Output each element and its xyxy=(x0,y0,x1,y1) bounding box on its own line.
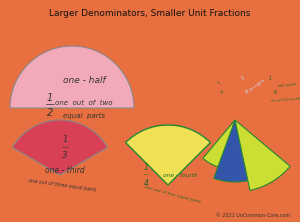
Wedge shape xyxy=(214,120,251,182)
Text: ―: ― xyxy=(46,101,54,109)
Text: one - third: one - third xyxy=(45,165,85,174)
Text: one  out  of  two: one out of two xyxy=(55,100,113,106)
Text: one out of six eq. parts: one out of six eq. parts xyxy=(271,97,300,103)
Text: one-eighth: one-eighth xyxy=(248,78,266,92)
Wedge shape xyxy=(10,46,134,108)
Text: one-sixth: one-sixth xyxy=(277,82,297,88)
Text: one out of four equal parts: one out of four equal parts xyxy=(144,186,202,204)
Text: one - half: one - half xyxy=(63,75,105,85)
Text: 1: 1 xyxy=(47,93,53,103)
Text: © 2021 UnCommon-Core.com: © 2021 UnCommon-Core.com xyxy=(216,213,290,218)
Text: 1: 1 xyxy=(240,75,246,81)
Text: 3: 3 xyxy=(62,151,68,159)
Text: 4: 4 xyxy=(144,178,148,188)
Text: ―: ― xyxy=(143,172,149,178)
Text: 1: 1 xyxy=(268,75,272,81)
Text: 2: 2 xyxy=(47,108,53,118)
Text: 1: 1 xyxy=(218,80,222,84)
Text: 1: 1 xyxy=(62,135,68,143)
Text: 1: 1 xyxy=(144,163,148,172)
Text: one - fourth: one - fourth xyxy=(163,172,198,178)
Text: Larger Denominators, Smaller Unit Fractions: Larger Denominators, Smaller Unit Fracti… xyxy=(49,9,251,18)
Wedge shape xyxy=(235,120,290,190)
Text: 6: 6 xyxy=(273,89,277,95)
Text: 8: 8 xyxy=(244,89,250,95)
Wedge shape xyxy=(203,120,235,168)
Text: equal  parts: equal parts xyxy=(63,113,105,119)
Text: one out of three equal parts: one out of three equal parts xyxy=(28,178,96,192)
Text: 12: 12 xyxy=(220,89,226,95)
Wedge shape xyxy=(126,125,210,185)
Wedge shape xyxy=(12,120,108,175)
Text: ―: ― xyxy=(61,144,68,150)
